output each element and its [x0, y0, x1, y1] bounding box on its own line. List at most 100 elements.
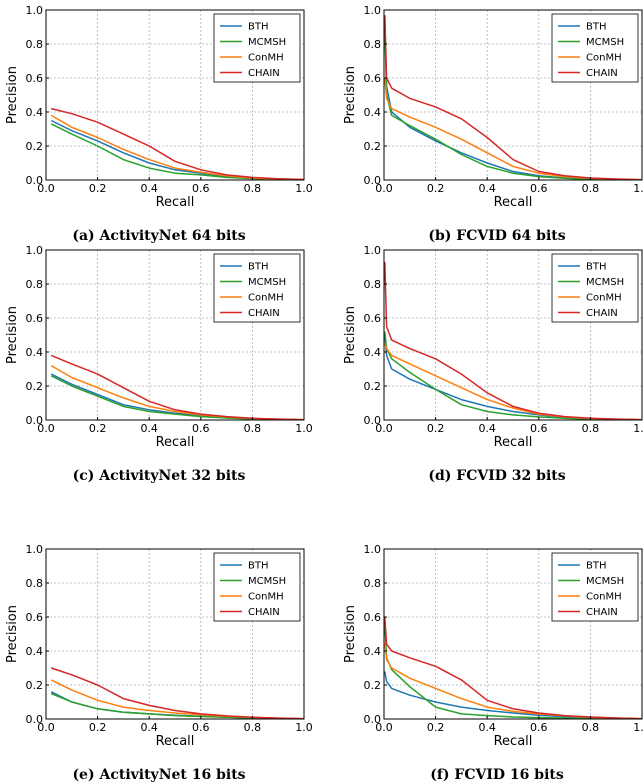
series-line-conmh: [50, 679, 305, 720]
x-tick-label: 0.0: [37, 422, 55, 435]
legend-entry-chain: CHAIN: [586, 308, 618, 319]
legend-entry-conmh: ConMH: [586, 293, 622, 304]
legend-entry-mcmsh: MCMSH: [248, 37, 286, 48]
y-tick-label: 1.0: [364, 4, 382, 17]
y-tick-label: 1.0: [364, 244, 382, 257]
x-tick-label: 0.0: [375, 422, 393, 435]
panel-caption: (c) ActivityNet 32 bits: [73, 468, 246, 484]
legend-entry-conmh: ConMH: [586, 592, 622, 603]
x-axis-label: Recall: [156, 435, 195, 450]
y-tick-label: 0.6: [364, 312, 382, 325]
x-tick-label: 0.8: [582, 422, 600, 435]
axes-frame: [45, 249, 305, 421]
y-tick-label: 0.8: [26, 278, 44, 291]
x-tick-label: 0.6: [530, 182, 548, 195]
x-tick-label: 1.0: [295, 422, 313, 435]
y-tick-label: 1.0: [364, 543, 382, 556]
x-tick-label: 0.4: [478, 182, 496, 195]
x-tick-label: 0.8: [582, 182, 600, 195]
x-tick-label: 0.6: [192, 721, 210, 734]
x-tick-label: 0.8: [244, 422, 262, 435]
y-tick-label: 0.4: [26, 645, 44, 658]
panel-caption: (d) FCVID 32 bits: [428, 468, 565, 484]
legend-entry-chain: CHAIN: [248, 68, 280, 79]
legend-entry-bth: BTH: [586, 561, 607, 572]
series-line-chain: [50, 667, 305, 720]
y-tick-label: 0.8: [364, 577, 382, 590]
x-tick-label: 0.2: [427, 182, 445, 195]
y-axis-label: Precision: [5, 306, 20, 364]
x-tick-label: 0.8: [244, 721, 262, 734]
axes-frame: [45, 548, 305, 720]
series-line-bth: [50, 691, 305, 720]
y-tick-label: 0.2: [26, 380, 44, 393]
y-tick-label: 0.8: [364, 278, 382, 291]
legend-entry-mcmsh: MCMSH: [248, 576, 286, 587]
chart-panel-5: 0.0 0.2 0.4 0.6 0.8 1.0 0.0 0.2 0.4 0.6 0.8 1.0 Reca…: [343, 543, 644, 783]
chart-panel-0: 0.0 0.2 0.4 0.6 0.8 1.0 0.0 0.2 0.4 0.6 0.8 1.0 Reca…: [5, 4, 313, 244]
legend: BTH MCMSH ConMH CHAIN: [551, 552, 639, 622]
y-tick-label: 1.0: [26, 543, 44, 556]
series-line-mcmsh: [384, 625, 643, 720]
x-tick-label: 0.2: [89, 182, 107, 195]
panel-caption: (a) ActivityNet 64 bits: [72, 228, 245, 244]
x-tick-label: 0.2: [427, 721, 445, 734]
x-tick-label: 1.0: [633, 721, 644, 734]
y-tick-label: 0.2: [364, 679, 382, 692]
x-tick-label: 0.6: [192, 422, 210, 435]
series-line-bth: [50, 119, 305, 181]
legend-entry-conmh: ConMH: [248, 592, 284, 603]
legend-entry-chain: CHAIN: [248, 308, 280, 319]
y-tick-label: 1.0: [26, 244, 44, 257]
legend-entry-conmh: ConMH: [248, 293, 284, 304]
x-tick-label: 0.2: [89, 422, 107, 435]
x-tick-label: 0.6: [192, 182, 210, 195]
y-tick-label: 0.2: [364, 380, 382, 393]
legend-entry-chain: CHAIN: [248, 607, 280, 618]
x-tick-label: 0.2: [427, 422, 445, 435]
x-tick-label: 0.2: [89, 721, 107, 734]
x-tick-label: 0.0: [375, 721, 393, 734]
axes-frame: [383, 249, 643, 421]
y-tick-label: 0.0: [364, 713, 382, 726]
x-tick-label: 0.4: [140, 182, 158, 195]
legend-entry-bth: BTH: [586, 22, 607, 33]
legend-entry-bth: BTH: [248, 22, 269, 33]
x-axis-label: Recall: [156, 195, 195, 210]
series-line-conmh: [384, 642, 643, 720]
x-tick-label: 1.0: [633, 422, 644, 435]
legend-entry-conmh: ConMH: [586, 53, 622, 64]
panel-caption: (f) FCVID 16 bits: [430, 767, 564, 783]
y-tick-label: 0.2: [26, 679, 44, 692]
panel-caption: (b) FCVID 64 bits: [428, 228, 565, 244]
legend-entry-mcmsh: MCMSH: [586, 37, 624, 48]
x-tick-label: 0.0: [37, 721, 55, 734]
x-tick-label: 0.4: [478, 422, 496, 435]
y-tick-label: 0.6: [364, 72, 382, 85]
chart-panel-2: 0.0 0.2 0.4 0.6 0.8 1.0 0.0 0.2 0.4 0.6 0.8 1.0 Reca…: [5, 244, 313, 484]
y-tick-label: 0.4: [364, 106, 382, 119]
legend-entry-chain: CHAIN: [586, 607, 618, 618]
legend-entry-bth: BTH: [248, 262, 269, 273]
x-tick-label: 1.0: [633, 182, 644, 195]
y-tick-label: 0.2: [364, 140, 382, 153]
legend-entry-bth: BTH: [248, 561, 269, 572]
y-axis-label: Precision: [343, 605, 358, 663]
y-tick-label: 1.0: [26, 4, 44, 17]
x-tick-label: 0.8: [244, 182, 262, 195]
y-tick-label: 0.6: [26, 72, 44, 85]
x-tick-label: 0.4: [478, 721, 496, 734]
y-axis-label: Precision: [343, 66, 358, 124]
y-tick-label: 0.6: [364, 611, 382, 624]
y-tick-label: 0.0: [26, 713, 44, 726]
series-line-bth: [50, 373, 305, 421]
legend: BTH MCMSH ConMH CHAIN: [213, 13, 301, 83]
y-axis-label: Precision: [5, 605, 20, 663]
x-axis-label: Recall: [494, 195, 533, 210]
x-tick-label: 0.0: [37, 182, 55, 195]
legend: BTH MCMSH ConMH CHAIN: [551, 13, 639, 83]
series-line-chain: [384, 616, 643, 720]
chart-panel-3: 0.0 0.2 0.4 0.6 0.8 1.0 0.0 0.2 0.4 0.6 0.8 1.0 Reca…: [343, 244, 644, 484]
y-tick-label: 0.0: [26, 174, 44, 187]
axes-frame: [45, 9, 305, 181]
